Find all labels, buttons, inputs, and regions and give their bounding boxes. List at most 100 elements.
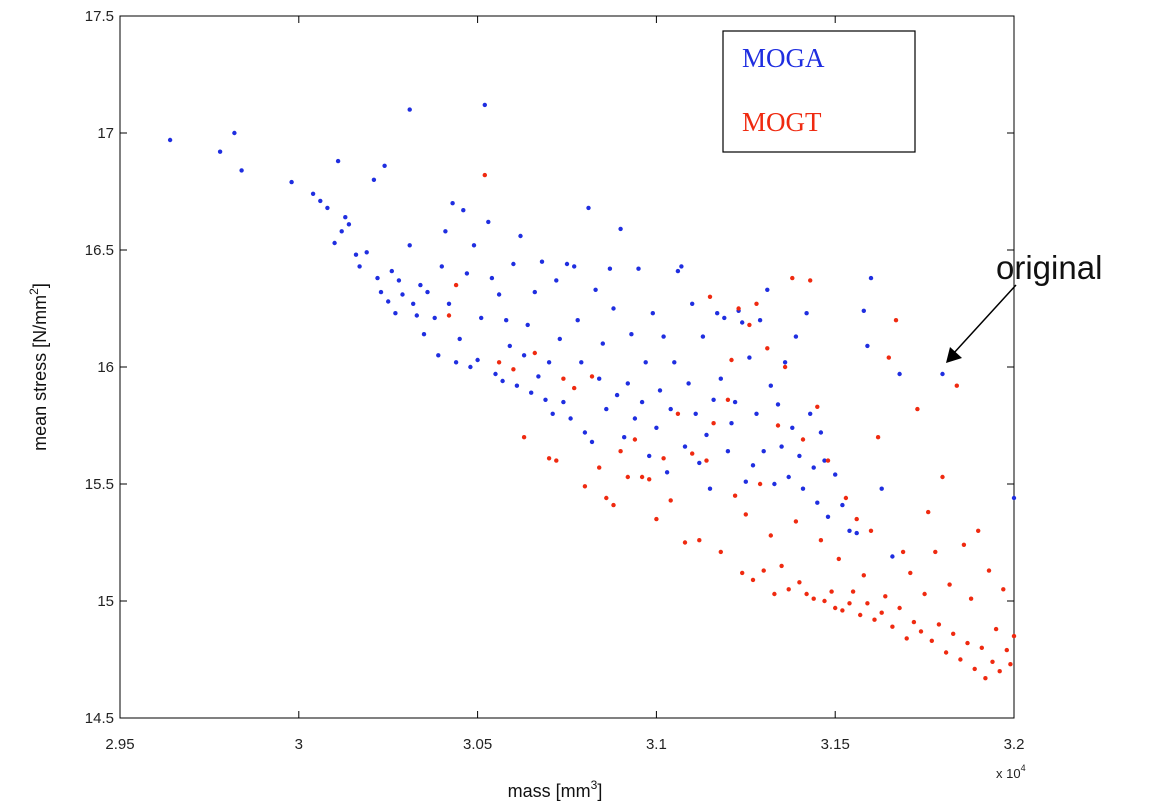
point-mogt — [893, 318, 899, 323]
annotation-arrowhead — [946, 347, 962, 363]
point-mogt — [729, 357, 734, 363]
point-mogt — [604, 495, 609, 501]
series-moga — [167, 102, 1017, 559]
point-moga — [754, 411, 759, 416]
point-mogt — [947, 582, 952, 587]
point-mogt — [897, 605, 902, 611]
point-mogt — [654, 516, 659, 522]
annotation-arrow-line — [952, 284, 1017, 355]
point-mogt — [911, 619, 917, 625]
point-moga — [808, 411, 813, 416]
point-mogt — [961, 542, 967, 547]
point-moga — [811, 465, 816, 470]
point-mogt — [847, 601, 852, 606]
point-moga — [482, 102, 487, 108]
point-moga — [786, 474, 791, 480]
point-moga — [750, 463, 756, 468]
point-moga — [800, 486, 806, 491]
point-moga — [815, 500, 820, 505]
point-mogt — [768, 533, 773, 538]
point-mogt — [572, 385, 577, 391]
point-moga — [822, 458, 827, 463]
point-moga — [425, 289, 430, 295]
point-moga — [375, 275, 380, 281]
point-moga — [357, 264, 362, 269]
point-moga — [568, 416, 573, 421]
point-moga — [772, 481, 777, 487]
point-moga — [439, 264, 444, 269]
point-mogt — [958, 657, 963, 662]
point-moga — [697, 460, 702, 466]
y-tick-label: 15 — [97, 593, 114, 610]
point-moga — [761, 449, 766, 454]
point-mogt — [990, 659, 995, 664]
series-mogt — [446, 172, 1017, 681]
legend-label-mogt: MOGT — [742, 107, 822, 137]
point-moga — [625, 381, 630, 386]
point-moga — [582, 430, 588, 435]
point-moga — [443, 229, 448, 234]
point-mogt — [976, 528, 981, 533]
point-mogt — [836, 556, 841, 562]
point-mogt — [865, 601, 870, 606]
point-moga — [446, 301, 452, 306]
point-moga — [782, 360, 788, 365]
point-mogt — [993, 626, 999, 632]
point-mogt — [704, 458, 709, 463]
y-tick-label: 15.5 — [85, 476, 114, 493]
point-moga — [704, 432, 709, 438]
point-moga — [711, 397, 716, 402]
point-mogt — [804, 591, 809, 597]
point-mogt — [793, 519, 799, 524]
point-moga — [940, 371, 945, 377]
point-mogt — [561, 376, 566, 381]
point-moga — [622, 435, 627, 440]
point-mogt — [929, 638, 934, 643]
point-mogt — [750, 577, 756, 583]
point-moga — [396, 278, 402, 283]
point-mogt — [782, 364, 788, 370]
point-mogt — [954, 383, 959, 388]
point-moga — [757, 318, 763, 323]
point-moga — [861, 308, 866, 313]
point-moga — [339, 229, 344, 234]
x-axis-label: mass [mm3] — [508, 778, 603, 801]
point-moga — [432, 315, 437, 321]
point-moga — [715, 311, 720, 316]
point-moga — [343, 215, 348, 220]
point-mogt — [1011, 633, 1017, 639]
point-moga — [453, 360, 459, 365]
point-moga — [690, 301, 695, 306]
x-tick-label: 2.95 — [105, 736, 134, 753]
point-mogt — [482, 172, 487, 178]
point-moga — [729, 421, 734, 426]
y-tick-label: 16 — [97, 359, 114, 376]
point-moga — [407, 243, 412, 248]
point-moga — [546, 360, 552, 365]
point-moga — [539, 259, 545, 264]
x-axis-multiplier: x 104 — [996, 763, 1026, 781]
point-moga — [661, 334, 666, 339]
y-tick-label: 14.5 — [85, 710, 114, 727]
point-moga — [457, 336, 462, 342]
point-moga — [593, 287, 598, 292]
point-moga — [289, 179, 294, 185]
y-tick-label: 17.5 — [85, 8, 114, 25]
point-mogt — [661, 456, 666, 461]
point-moga — [804, 311, 809, 316]
x-tick-label: 3.15 — [821, 736, 850, 753]
point-mogt — [772, 591, 777, 597]
point-mogt — [829, 589, 834, 594]
point-mogt — [690, 451, 695, 456]
point-moga — [378, 289, 384, 295]
point-moga — [564, 261, 570, 267]
point-moga — [607, 266, 613, 271]
point-moga — [371, 177, 377, 182]
point-moga — [718, 376, 723, 381]
point-mogt — [554, 458, 559, 463]
point-mogt — [625, 474, 630, 480]
point-moga — [389, 268, 394, 274]
point-mogt — [843, 495, 849, 501]
point-moga — [554, 278, 559, 283]
point-moga — [325, 205, 330, 211]
